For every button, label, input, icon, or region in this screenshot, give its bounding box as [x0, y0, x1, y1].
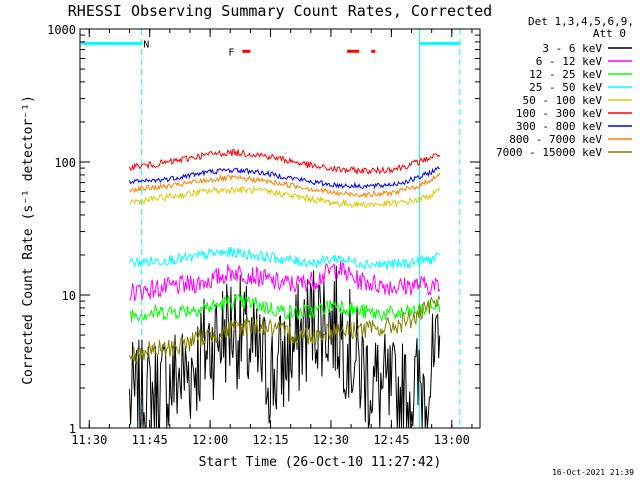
series-line-3: [129, 247, 440, 270]
legend-label-8: 7000 - 15000 keV: [496, 146, 602, 159]
legend-label-0: 3 - 6 keV: [542, 42, 602, 55]
y-axis-label: Corrected Count Rate (s⁻¹ detector⁻¹): [21, 95, 36, 385]
series-line-5: [129, 148, 441, 175]
y-tick-label-1: 10: [62, 289, 76, 303]
x-tick-label-4: 12:30: [313, 433, 349, 447]
y-tick-label-0: 1: [69, 422, 76, 436]
legend-header-line1: Det 1,3,4,5,6,9,: [528, 15, 634, 28]
series-line-8: [129, 295, 441, 366]
axes: 11:30 11:45 12:00 12:15 12:30 12:45 13:00 1 10 10…: [47, 23, 481, 447]
legend-label-7: 800 - 7000 keV: [509, 133, 602, 146]
series-line-0: [129, 265, 441, 429]
plot-frame: [79, 28, 481, 429]
x-tick-label-6: 13:00: [434, 433, 470, 447]
legend-label-3: 25 - 50 keV: [529, 81, 602, 94]
series-line-1: [129, 261, 441, 302]
x-tick-label-1: 11:45: [132, 433, 168, 447]
flag-F-label: F: [228, 47, 234, 58]
legend-header-line2: Att 0: [593, 27, 626, 40]
series-line-2: [129, 294, 441, 322]
legend-label-4: 50 - 100 keV: [523, 94, 603, 107]
legend-label-2: 12 - 25 keV: [529, 68, 602, 81]
x-tick-label-3: 12:15: [252, 433, 288, 447]
series-line-4: [129, 185, 441, 209]
y-tick-label-3: 1000: [47, 23, 76, 37]
x-tick-label-5: 12:45: [373, 433, 409, 447]
legend-label-5: 100 - 300 keV: [516, 107, 602, 120]
x-axis-label: Start Time (26-Oct-10 11:27:42): [199, 455, 442, 470]
y-tick-label-2: 100: [54, 156, 76, 170]
legend-label-6: 300 - 800 keV: [516, 120, 602, 133]
legend-label-1: 6 - 12 keV: [536, 55, 603, 68]
series-line-6: [129, 166, 440, 190]
timestamp: 16-Oct-2021 21:39: [552, 468, 634, 477]
plot-area: NF: [81, 29, 461, 429]
x-tick-label-2: 12:00: [192, 433, 228, 447]
series-line-7: [129, 172, 441, 199]
chart-title: RHESSI Observing Summary Count Rates, Co…: [68, 2, 492, 20]
x-tick-label-0: 11:30: [71, 433, 107, 447]
flag-N-label: N: [143, 39, 149, 50]
